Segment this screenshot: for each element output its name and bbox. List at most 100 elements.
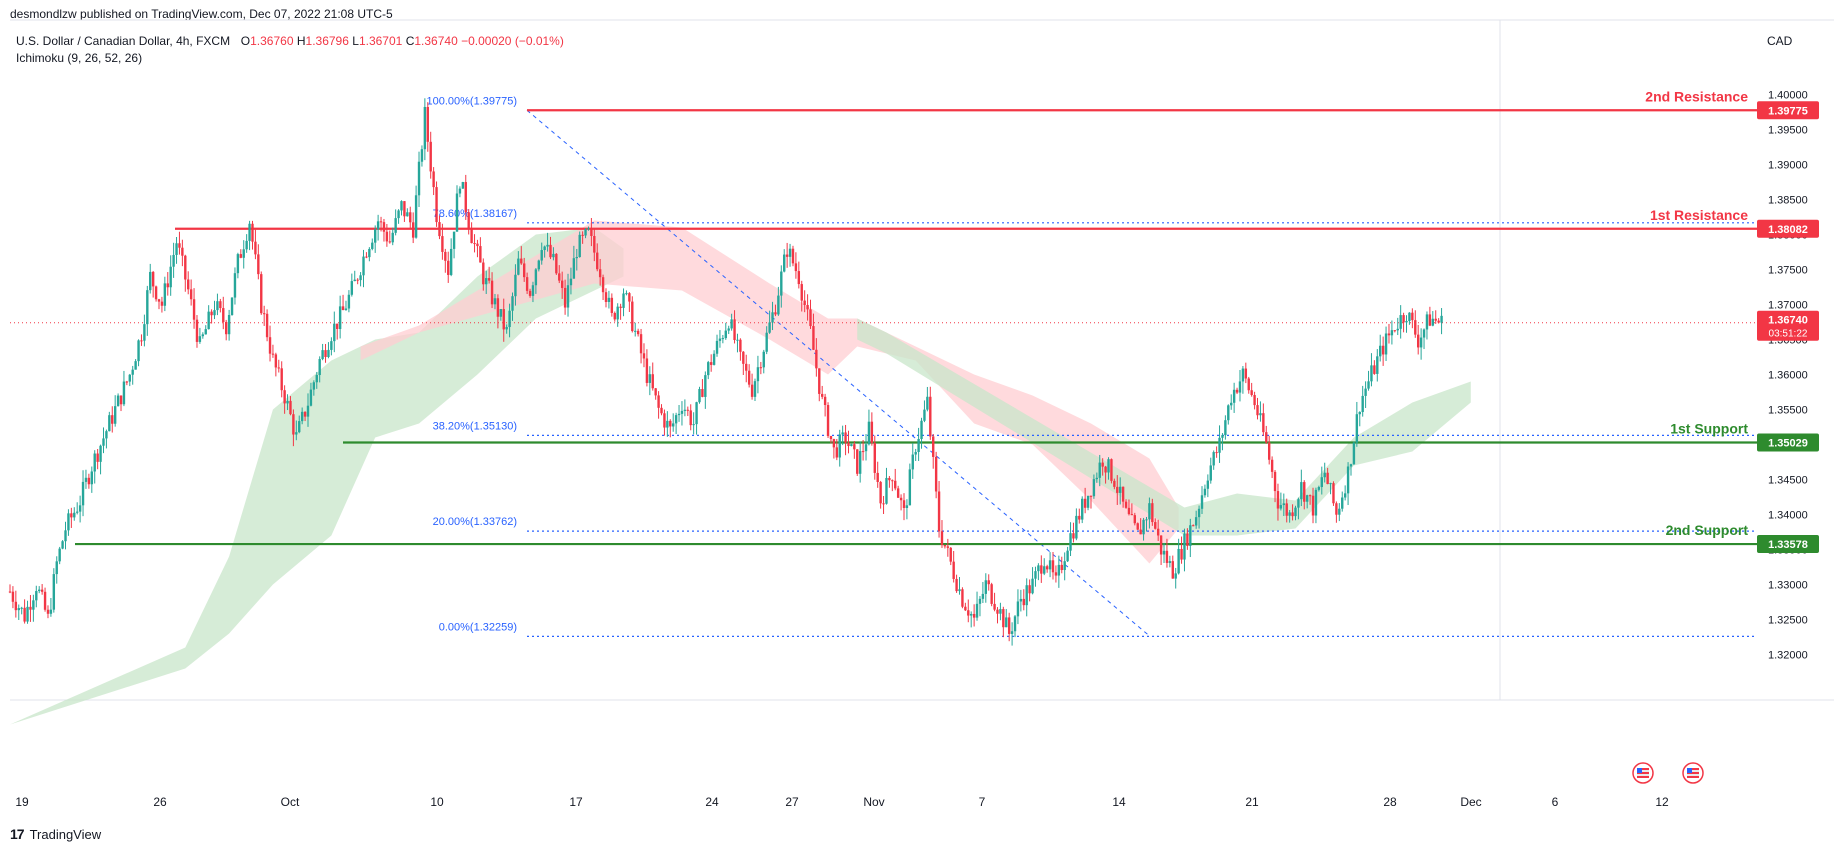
candle-body (192, 299, 196, 320)
candle-body (829, 436, 833, 440)
candle-body (1025, 585, 1028, 606)
candle (146, 285, 149, 336)
candle (987, 574, 990, 591)
candle (1139, 518, 1142, 535)
x-tick-label: 27 (785, 795, 799, 809)
candle-body (151, 271, 155, 287)
candle (222, 296, 225, 330)
candle (651, 362, 654, 391)
candle (38, 586, 41, 594)
candle-body (1048, 560, 1052, 570)
candle-body (461, 182, 465, 189)
candle-body (1051, 560, 1055, 573)
candle-body (1355, 414, 1359, 443)
candle-body (99, 445, 102, 462)
candle (122, 370, 126, 407)
candle (654, 387, 657, 400)
candle-body (122, 381, 126, 405)
candle-body (619, 306, 622, 308)
candle (1192, 524, 1195, 527)
candle (1311, 487, 1315, 524)
candle-body (1089, 495, 1093, 497)
candle-body (785, 254, 789, 257)
candle (376, 214, 380, 241)
candle-body (1066, 550, 1069, 562)
candle (829, 435, 833, 444)
y-tick-label: 1.35500 (1768, 405, 1808, 417)
candle-body (1250, 390, 1253, 396)
candle-body (794, 263, 798, 272)
candle (1414, 310, 1417, 338)
candle (783, 249, 786, 273)
candle (756, 355, 760, 394)
candle (937, 481, 941, 538)
candle (1405, 315, 1408, 333)
candle (1364, 381, 1367, 409)
candle-body (888, 477, 891, 481)
candle (721, 334, 725, 344)
candle-body (774, 312, 777, 315)
y-axis: 1.400001.395001.390001.385001.380001.375… (1768, 90, 1808, 662)
candle (46, 605, 50, 619)
candle (397, 209, 400, 224)
candle (1338, 503, 1341, 522)
candle-body (447, 260, 450, 275)
candle-body (648, 374, 652, 383)
candle (794, 252, 798, 279)
candle (546, 232, 549, 252)
candle-body (458, 188, 462, 194)
candle-body (1379, 345, 1382, 357)
candle (455, 185, 459, 232)
candle-body (1107, 459, 1110, 473)
candle-body (879, 481, 882, 504)
candle (169, 255, 172, 296)
candle (917, 427, 920, 461)
candle (417, 151, 421, 208)
candle-body (660, 407, 663, 414)
candle (993, 592, 996, 612)
candle (712, 350, 716, 366)
candle-body (312, 382, 316, 390)
candle-body (1346, 466, 1350, 494)
candle (195, 315, 199, 348)
candle-body (204, 329, 207, 335)
candle (201, 332, 205, 339)
tradingview-logo[interactable]: 17 TradingView (10, 826, 101, 842)
level-price-tag-bg (1757, 433, 1819, 452)
candle (1075, 508, 1078, 541)
candle-body (838, 434, 841, 458)
candle-body (452, 231, 456, 249)
candle-body (283, 390, 286, 404)
candle (984, 573, 988, 603)
candle (736, 333, 739, 353)
candle-body (143, 324, 146, 341)
candle-body (73, 512, 76, 518)
x-tick-label: 14 (1112, 795, 1126, 809)
candle-body (93, 453, 96, 472)
candle-body (449, 248, 453, 275)
us-flag-icon[interactable] (1682, 762, 1704, 784)
candle-body (812, 326, 815, 350)
candle (932, 433, 935, 469)
candle-body (1361, 395, 1364, 413)
indicator-legend[interactable]: Ichimoku (9, 26, 52, 26) (16, 51, 143, 65)
candle-body (929, 396, 932, 437)
candle-body (955, 578, 958, 592)
candle (975, 591, 979, 621)
candle (181, 239, 184, 267)
candle-body (771, 312, 774, 323)
us-flag-icon[interactable] (1632, 762, 1654, 784)
candle-body (1075, 515, 1078, 539)
candle-body (169, 266, 172, 288)
candle (338, 295, 342, 339)
candle-body (870, 421, 874, 443)
candle (1425, 311, 1429, 340)
candle-body (902, 500, 906, 508)
candle-body (739, 339, 742, 352)
candle (1022, 589, 1025, 611)
candle (137, 339, 140, 367)
candle-body (222, 308, 225, 322)
candle-body (1411, 312, 1414, 321)
candle-body (435, 187, 438, 223)
